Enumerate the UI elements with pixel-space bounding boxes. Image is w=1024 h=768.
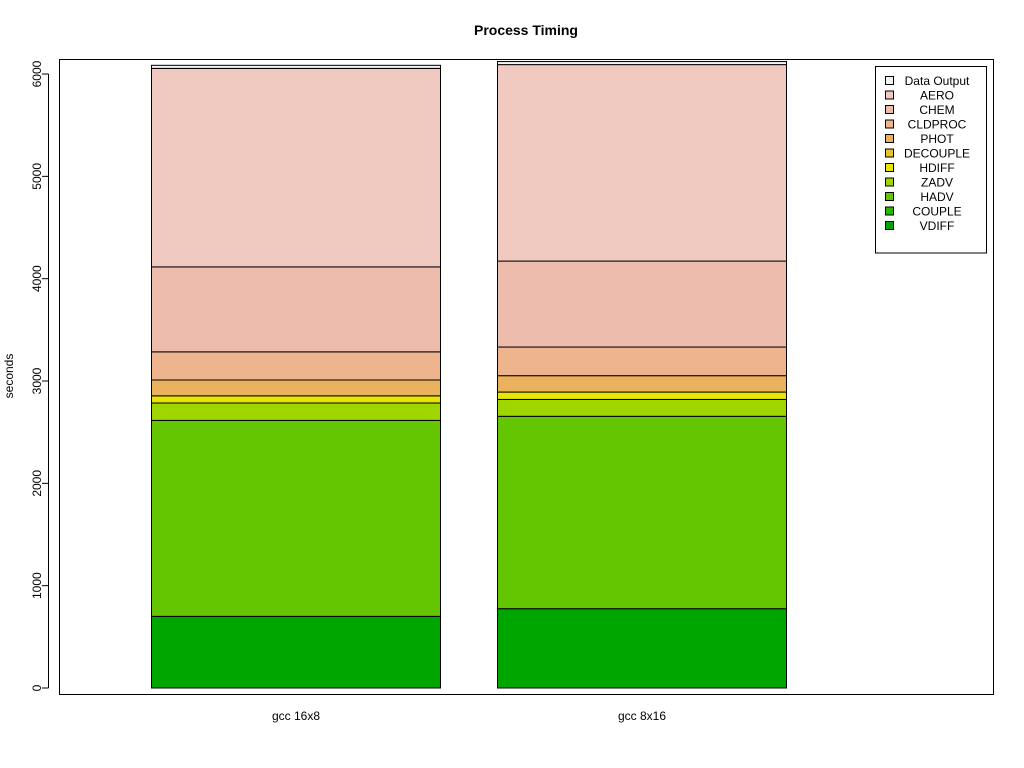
y-axis-label: seconds [2,354,16,399]
bar-segment-hdiff-1 [151,395,441,404]
bar-segment-hadv-2 [497,415,787,610]
legend-label-cldproc: CLDPROC [908,118,967,132]
legend-swatch-hadv [885,192,894,201]
bar-segment-cldproc-1 [151,351,441,381]
legend-label-phot: PHOT [920,132,954,146]
legend-swatch-chem [885,105,894,114]
bar-segment-zadv-2 [497,398,787,417]
bar-segment-cldproc-2 [497,346,787,377]
y-tick-label: 4000 [30,265,44,292]
legend-swatch-decouple [885,148,894,158]
bar-segment-chem-2 [497,260,787,348]
bar-segment-data-output-2 [497,61,787,66]
y-tick-label: 2000 [30,470,44,497]
legend-swatch-couple [885,206,894,216]
legend-swatch-vdiff [885,221,894,230]
legend-label-couple: COUPLE [912,205,961,219]
legend-swatch-phot [885,134,894,143]
bar-segment-chem-1 [151,266,441,353]
y-tick-label: 5000 [30,163,44,190]
bar-segment-phot-2 [497,375,787,393]
bar-segment-zadv-1 [151,402,441,421]
bar-segment-data-output-1 [151,64,441,69]
legend-label-hadv: HADV [920,190,953,204]
chart-title: Process Timing [474,22,578,38]
x-tick-label: gcc 8x16 [618,709,666,723]
x-axis: gcc 16x8 gcc 8x16 [272,709,666,723]
legend-label-zadv: ZADV [921,176,953,190]
legend-swatch-hdiff [885,163,894,172]
legend-label-decouple: DECOUPLE [904,147,970,161]
bar-segment-hadv-1 [151,419,441,617]
y-axis: 0 1000 2000 3000 4000 5000 6000 [30,60,49,691]
legend-label-data-output: Data Output [905,74,970,88]
legend-swatch-aero [885,90,894,100]
bar-segment-aero-1 [151,67,441,268]
plot-frame [59,59,994,695]
legend-swatch-data-output [885,76,894,85]
bar-segment-aero-2 [497,64,787,262]
legend-label-vdiff: VDIFF [920,219,955,233]
y-tick-label: 0 [30,684,44,691]
legend-label-aero: AERO [920,89,954,103]
bar-segment-phot-1 [151,379,441,397]
legend-swatch-zadv [885,177,894,187]
bar-segment-vdiff-1 [151,615,441,689]
legend-swatch-cldproc [885,119,894,129]
bars-group [151,61,787,689]
legend-label-chem: CHEM [919,103,954,117]
y-tick-label: 1000 [30,572,44,599]
bar-segment-vdiff-2 [497,608,787,689]
y-tick-label: 3000 [30,367,44,394]
legend: Data OutputAEROCHEMCLDPROCPHOTDECOUPLEHD… [875,66,987,254]
y-tick-label: 6000 [30,60,44,87]
legend-label-hdiff: HDIFF [919,161,954,175]
x-tick-label: gcc 16x8 [272,709,320,723]
bar-segment-hdiff-2 [497,391,787,400]
